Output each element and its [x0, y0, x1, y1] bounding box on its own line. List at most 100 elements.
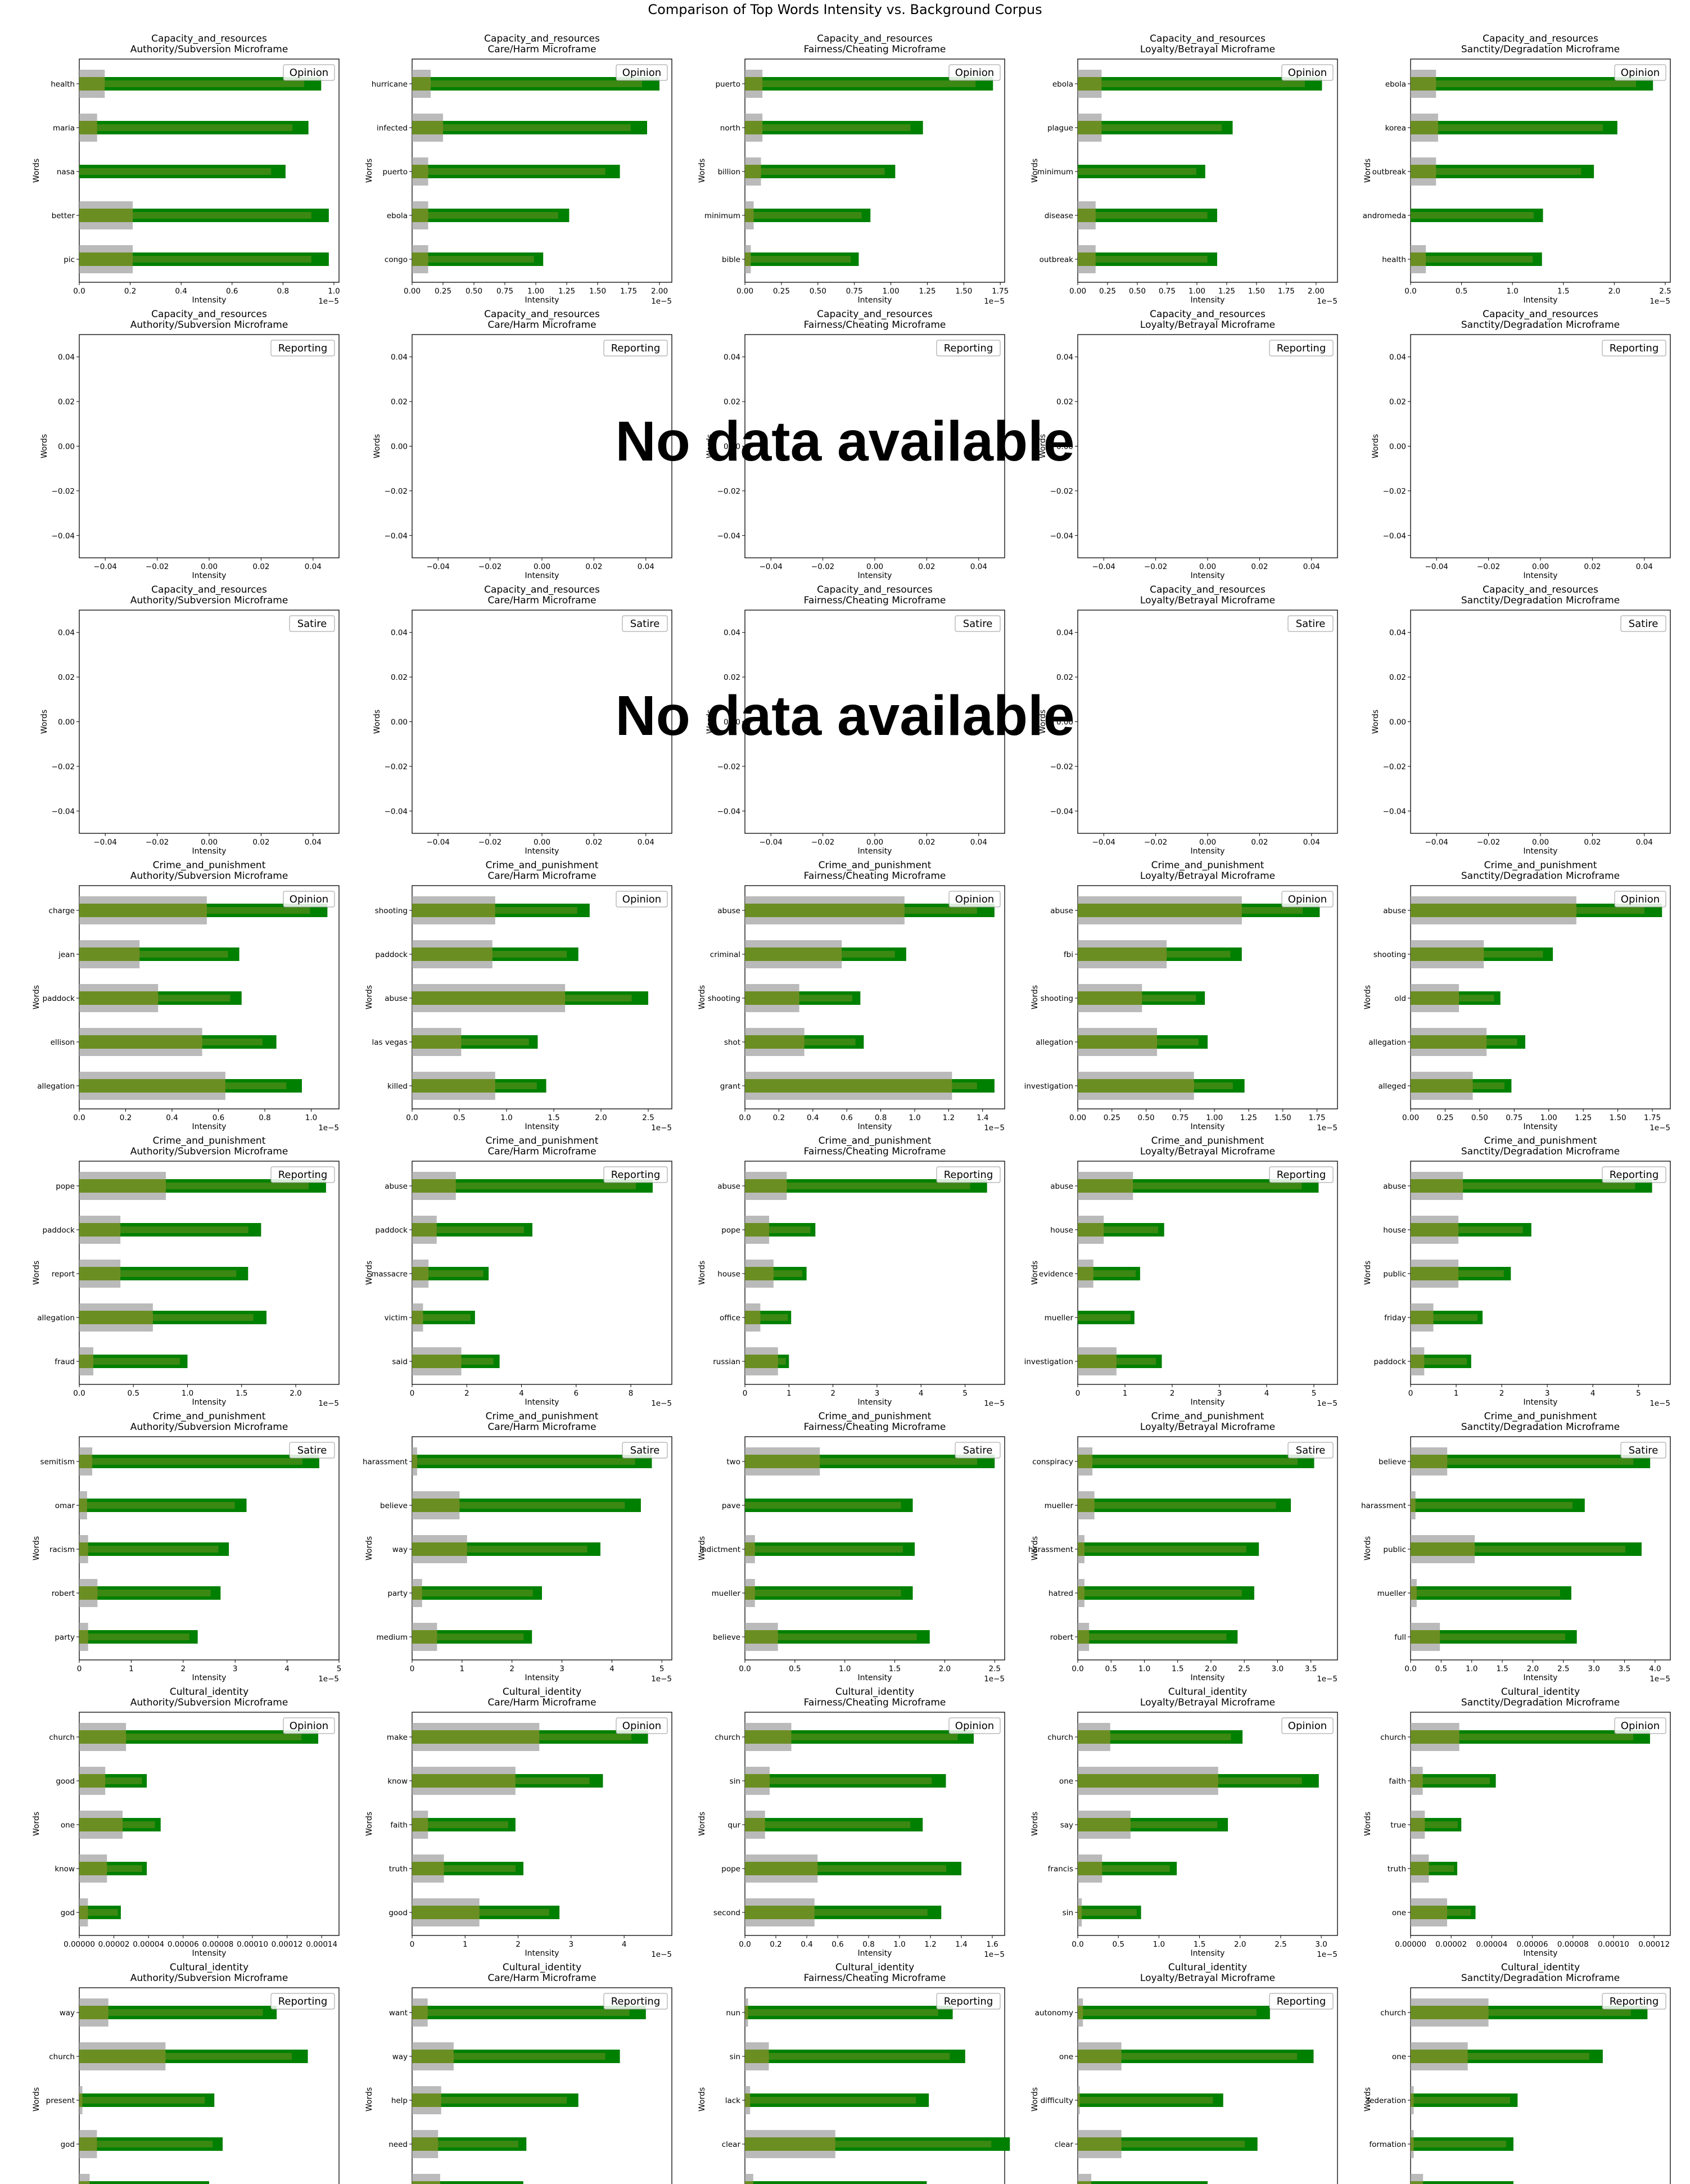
y-axis-label-p8: Words: [1038, 434, 1047, 458]
category-badge-box-p6: [603, 340, 668, 357]
fg-inner-bar-p31-2: [412, 1821, 508, 1828]
y-axis-label-p1: Words: [365, 159, 374, 183]
x-tick-label-p26-0: 0: [410, 1664, 415, 1673]
axes-frame-p13: [1077, 610, 1338, 834]
category-badge-p37: Reporting: [944, 1996, 993, 2007]
x-offset-label-p18: 1e−5: [1317, 1123, 1337, 1132]
x-offset-label-p31: 1e−5: [651, 1950, 672, 1959]
x-axis-label-p25: Intensity: [192, 1673, 227, 1682]
fg-inner-bar-p3-3: [1078, 212, 1208, 219]
axes-frame-p6: [412, 334, 672, 558]
x-tick-label-p8-0: −0.04: [1092, 562, 1115, 571]
panel-title-p30: Cultural_identity: [170, 1686, 248, 1698]
fg-inner-bar-p30-3: [79, 1865, 142, 1872]
category-badge-box-p32: [948, 1717, 1001, 1734]
x-tick-label-p0-5: 1.0: [328, 287, 340, 296]
x-tick-label-p30-7: 0.00014: [306, 1940, 337, 1949]
word-label-p1-2: puerto: [382, 168, 408, 177]
category-badge-p1: Opinion: [622, 67, 661, 79]
x-tick-label-p5-3: 0.02: [252, 562, 269, 571]
x-tick-label-p17-3: 0.6: [841, 1113, 852, 1122]
word-label-p15-1: jean: [58, 950, 75, 959]
panel-title-p32: Cultural_identity: [835, 1686, 914, 1698]
panel-title-p26: Crime_and_punishment: [486, 1411, 599, 1422]
x-tick-label-p28-5: 2.5: [1238, 1664, 1250, 1673]
x-axis-label-p34: Intensity: [1524, 1949, 1558, 1958]
y-tick-label-p8-0: 0.04: [1056, 353, 1073, 362]
x-tick-label-p1-4: 1.00: [527, 287, 544, 296]
x-tick-label-p32-7: 1.4: [955, 1940, 967, 1949]
panel-title-p34: Cultural_identity: [1501, 1686, 1580, 1698]
word-label-p37-1: sin: [730, 2052, 740, 2061]
x-tick-label-p10-4: 0.04: [305, 838, 322, 847]
x-tick-label-p15-1: 0.2: [120, 1113, 132, 1122]
fg-inner-bar-p33-3: [1078, 1865, 1170, 1872]
category-badge-p3: Opinion: [1288, 67, 1327, 79]
word-label-p19-1: shooting: [1373, 950, 1406, 959]
fg-inner-bar-p2-2: [745, 168, 885, 175]
fg-inner-bar-p17-3: [745, 1039, 856, 1045]
word-label-p30-0: church: [49, 1733, 75, 1742]
fg-bar-p36-4: [412, 2181, 523, 2184]
y-axis-label-p20: Words: [32, 1261, 41, 1285]
fg-inner-bar-p21-1: [412, 1226, 525, 1233]
x-tick-label-p11-3: 0.02: [585, 838, 602, 847]
category-badge-p26: Satire: [630, 1445, 660, 1456]
fg-inner-bar-p28-3: [1078, 1590, 1242, 1596]
category-badge-p34: Opinion: [1621, 1720, 1660, 1732]
x-axis-label-p29: Intensity: [1524, 1673, 1558, 1682]
category-badge-box-p7: [936, 340, 1001, 357]
word-label-p21-1: paddock: [376, 1226, 408, 1235]
x-tick-label-p7-3: 0.02: [918, 562, 935, 571]
category-badge-p20: Reporting: [278, 1169, 328, 1181]
x-tick-label-p31-1: 1: [463, 1940, 468, 1949]
x-offset-label-p0: 1e−5: [318, 297, 339, 306]
word-label-p30-2: one: [61, 1821, 75, 1830]
fg-inner-bar-p28-4: [1078, 1634, 1227, 1640]
y-tick-label-p14-4: −0.04: [1383, 807, 1406, 816]
x-tick-label-p22-3: 3: [875, 1389, 880, 1398]
word-label-p0-2: nasa: [57, 168, 75, 177]
fg-inner-bar-p39-1: [1411, 2053, 1589, 2060]
fg-inner-bar-p16-1: [412, 951, 567, 958]
axes-frame-p36: [412, 1987, 672, 2184]
category-badge-p32: Opinion: [955, 1720, 994, 1732]
fg-inner-bar-p18-3: [1078, 1039, 1199, 1045]
word-label-p32-2: qur: [727, 1821, 740, 1830]
word-label-p33-0: church: [1047, 1733, 1073, 1742]
word-label-p4-0: ebola: [1385, 80, 1406, 89]
fg-inner-bar-p2-0: [745, 80, 976, 87]
x-tick-label-p28-7: 3.5: [1305, 1664, 1317, 1673]
y-tick-label-p7-4: −0.04: [717, 531, 740, 540]
panel-title-p25: Crime_and_punishment: [153, 1411, 266, 1422]
word-label-p16-0: shooting: [375, 906, 408, 915]
y-tick-label-p7-2: 0.00: [724, 443, 740, 452]
fg-inner-bar-p26-3: [412, 1590, 533, 1596]
x-offset-label-p19: 1e−5: [1650, 1123, 1670, 1132]
word-label-p31-3: truth: [389, 1865, 408, 1874]
category-badge-p38: Reporting: [1277, 1996, 1326, 2007]
category-badge-p39: Reporting: [1610, 1996, 1659, 2007]
y-axis-label-p10: Words: [40, 710, 49, 734]
x-tick-label-p1-2: 0.50: [466, 287, 482, 296]
x-tick-label-p2-0: 0.00: [736, 287, 753, 296]
fg-inner-bar-p37-2: [745, 2097, 916, 2104]
x-offset-label-p2: 1e−5: [984, 297, 1005, 306]
x-tick-label-p10-1: −0.02: [146, 838, 169, 847]
panel-title-p7: Capacity_and_resources: [817, 309, 933, 320]
x-tick-label-p20-4: 2.0: [290, 1389, 301, 1398]
y-tick-label-p6-3: −0.02: [385, 487, 408, 496]
x-tick-label-p26-4: 4: [609, 1664, 614, 1673]
x-tick-label-p5-0: −0.04: [94, 562, 117, 571]
fg-inner-bar-p23-1: [1078, 1226, 1158, 1233]
x-tick-label-p32-0: 0.0: [739, 1940, 751, 1949]
x-tick-label-p4-0: 0.0: [1404, 287, 1416, 296]
x-tick-label-p28-3: 1.5: [1172, 1664, 1183, 1673]
word-label-p18-1: fbi: [1064, 950, 1073, 959]
word-label-p22-4: russian: [713, 1357, 740, 1366]
fg-inner-bar-p27-1: [745, 1502, 901, 1509]
panel-title-p38: Cultural_identity: [1168, 1962, 1247, 1973]
y-tick-label-p11-4: −0.04: [385, 807, 408, 816]
word-label-p22-3: office: [720, 1314, 740, 1323]
panel-title-p33: Cultural_identity: [1168, 1686, 1247, 1698]
